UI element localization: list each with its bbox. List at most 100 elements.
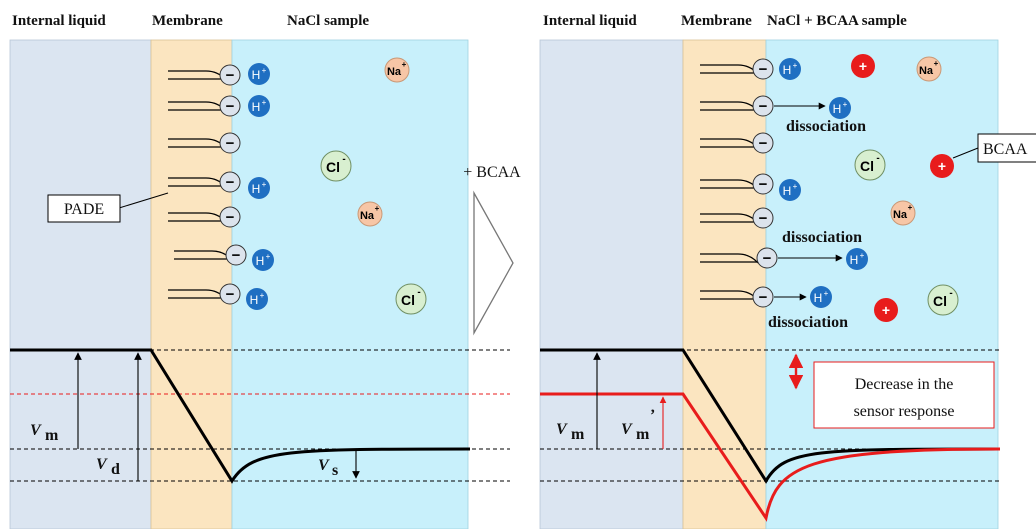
left-potential-profile: V m V d V s	[10, 348, 510, 484]
bcaa-callout: BCAA	[952, 133, 1036, 163]
left-internal-liquid-region	[9, 39, 152, 529]
svg-text:-: -	[876, 153, 879, 164]
svg-text:+: +	[859, 58, 867, 74]
proton-ion: H +	[248, 177, 270, 199]
negative-site: −	[756, 247, 778, 269]
negative-site: −	[219, 95, 241, 117]
pade-callout: PADE	[47, 192, 169, 223]
svg-text:H: H	[814, 291, 823, 305]
vm-label-sub: m	[571, 426, 585, 443]
svg-text:−: −	[759, 135, 768, 152]
svg-text:+: +	[938, 158, 946, 174]
negative-site: −	[219, 206, 241, 228]
right-negative-sites: − − − − − − −	[752, 58, 778, 308]
negative-site: −	[225, 244, 247, 266]
sodium-ion: Na+	[890, 200, 916, 226]
negative-site: −	[219, 64, 241, 86]
vd-label: V	[96, 456, 108, 473]
transition-arrow: + BCAA	[463, 164, 521, 336]
vd-label-sub: d	[111, 461, 120, 478]
svg-text:−: −	[226, 135, 235, 152]
svg-text:−: −	[232, 247, 241, 264]
svg-text:−: −	[763, 250, 772, 267]
negative-site: −	[219, 171, 241, 193]
decrease-callout: Decrease in the sensor response	[813, 361, 995, 429]
svg-text:+: +	[793, 182, 798, 191]
vs-label-sub: s	[332, 462, 338, 479]
svg-text:+: +	[260, 291, 265, 300]
decrease-label-box	[813, 361, 995, 429]
right-sample-region	[765, 39, 999, 529]
dissociation-label: dissociation	[786, 118, 866, 135]
svg-text:+: +	[860, 251, 865, 260]
bcaa-ion: +	[930, 154, 954, 178]
svg-text:+: +	[882, 302, 890, 318]
svg-text:-: -	[949, 288, 952, 299]
vm2-label-sub: m	[636, 426, 650, 443]
svg-text:+: +	[908, 203, 913, 212]
svg-text:+: +	[262, 66, 267, 75]
pade-label-box	[47, 194, 121, 223]
svg-text:Na: Na	[360, 210, 375, 222]
svg-text:+: +	[402, 60, 407, 69]
svg-text:−: −	[226, 174, 235, 191]
sodium-ion: Na+	[384, 57, 410, 83]
decrease-label-line2: sensor response	[854, 403, 955, 420]
svg-text:H: H	[783, 184, 792, 198]
chloride-ion: Cl -	[854, 149, 886, 181]
svg-text:-: -	[342, 154, 345, 165]
svg-text:Cl: Cl	[326, 159, 340, 175]
vm-label: V	[30, 422, 42, 439]
svg-text:+: +	[824, 289, 829, 298]
proton-ion: H +	[252, 249, 274, 271]
proton-ion: H +	[846, 248, 868, 270]
right-protons: H + H + H + H + H +	[779, 58, 868, 308]
proton-ion: H +	[779, 179, 801, 201]
svg-text:+: +	[375, 204, 380, 213]
left-sample-ions: Na+ Cl - Na+ Cl -	[320, 57, 427, 315]
svg-text:H: H	[252, 100, 261, 114]
vm2-label-prime: ’	[650, 407, 655, 424]
proton-ion: H +	[779, 58, 801, 80]
svg-text:+: +	[262, 98, 267, 107]
svg-text:-: -	[417, 287, 420, 298]
chloride-ion: Cl -	[927, 284, 959, 316]
right-internal-liquid-region	[539, 39, 684, 529]
svg-text:+: +	[793, 61, 798, 70]
bcaa-label: BCAA	[983, 141, 1028, 158]
svg-text:−: −	[759, 98, 768, 115]
svg-text:−: −	[759, 210, 768, 227]
left-negative-sites: − − − − − − −	[219, 64, 247, 305]
svg-text:H: H	[252, 182, 261, 196]
svg-text:Na: Na	[387, 66, 402, 78]
negative-site: −	[752, 173, 774, 195]
svg-text:−: −	[226, 98, 235, 115]
svg-text:Cl: Cl	[860, 158, 874, 174]
bcaa-ion: +	[851, 54, 875, 78]
left-protons: H + H + H + H + H +	[246, 63, 274, 310]
svg-text:Cl: Cl	[401, 292, 415, 308]
svg-text:H: H	[250, 293, 259, 307]
svg-text:H: H	[783, 63, 792, 77]
potential-curve	[10, 348, 471, 484]
potential-curve-after	[540, 392, 1001, 522]
right-sample-ions: + Na+ Cl - + Na+ + Cl -	[851, 54, 959, 322]
svg-text:−: −	[759, 176, 768, 193]
negative-site: −	[219, 132, 241, 154]
sodium-ion: Na+	[357, 201, 383, 227]
svg-text:−: −	[226, 67, 235, 84]
svg-text:−: −	[226, 209, 235, 226]
svg-text:+: +	[266, 252, 271, 261]
left-membrane-region	[150, 39, 233, 529]
negative-site: −	[752, 132, 774, 154]
proton-ion: H +	[248, 95, 270, 117]
left-header-membrane: Membrane	[152, 13, 223, 29]
svg-text:Na: Na	[919, 65, 934, 77]
negative-site: −	[752, 95, 774, 117]
proton-ion: H +	[246, 288, 268, 310]
negative-site: −	[752, 58, 774, 80]
pade-label: PADE	[64, 201, 104, 218]
chevron-right-icon	[473, 190, 514, 336]
bcaa-ion: +	[874, 298, 898, 322]
